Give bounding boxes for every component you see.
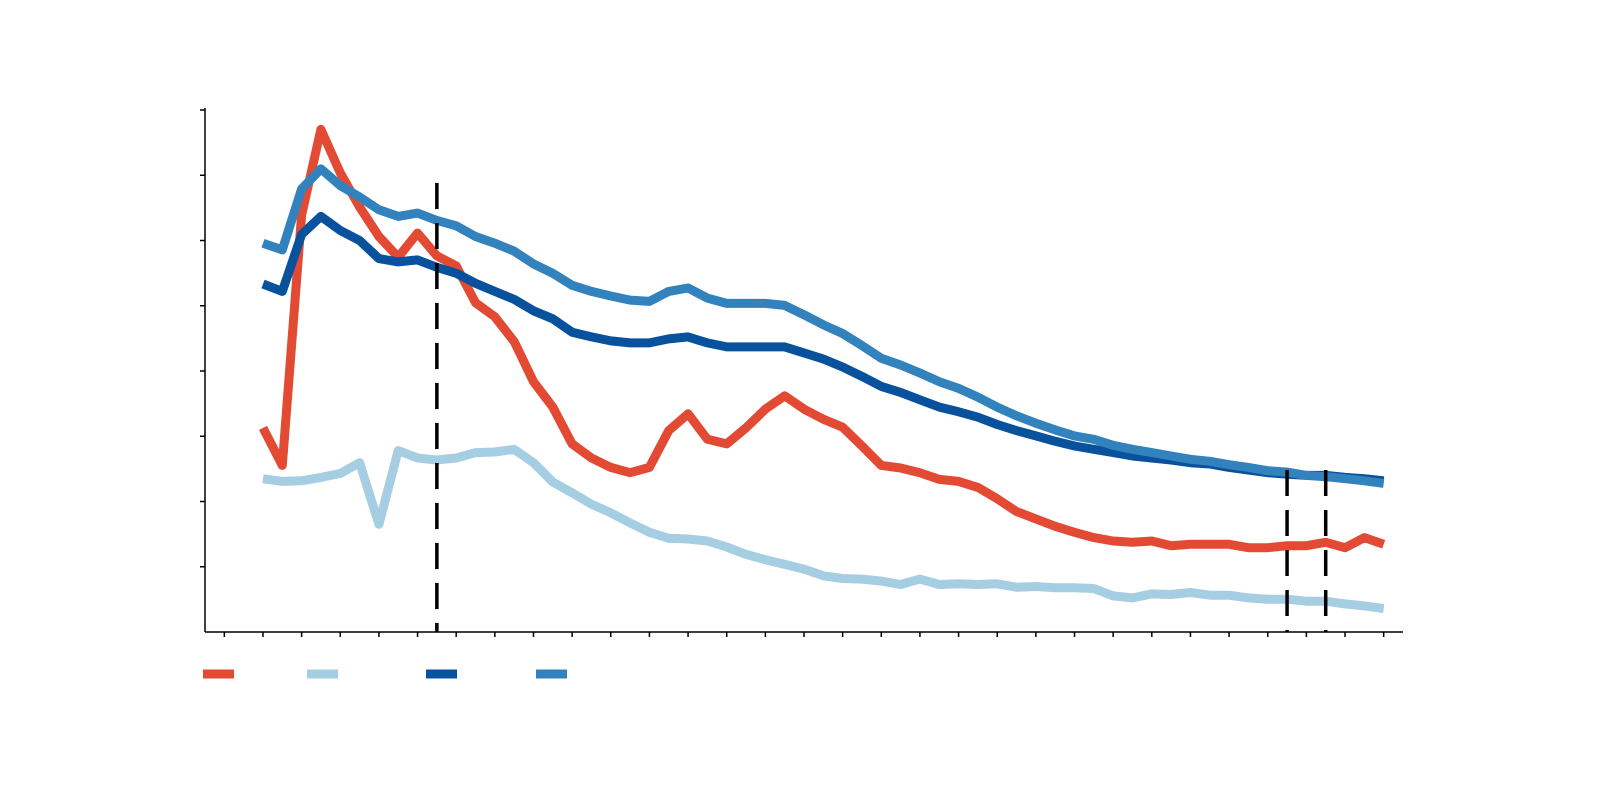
series-line-4 (261, 164, 1385, 488)
series-line-1 (258, 124, 1386, 553)
series-line-2 (262, 444, 1385, 614)
vertical-marker-layer (435, 183, 1328, 632)
series-layer (258, 124, 1386, 614)
y-axis-ticks (200, 109, 205, 568)
series-line-3 (261, 211, 1385, 486)
x-axis-ticks (223, 632, 1385, 637)
axes (200, 108, 1403, 637)
